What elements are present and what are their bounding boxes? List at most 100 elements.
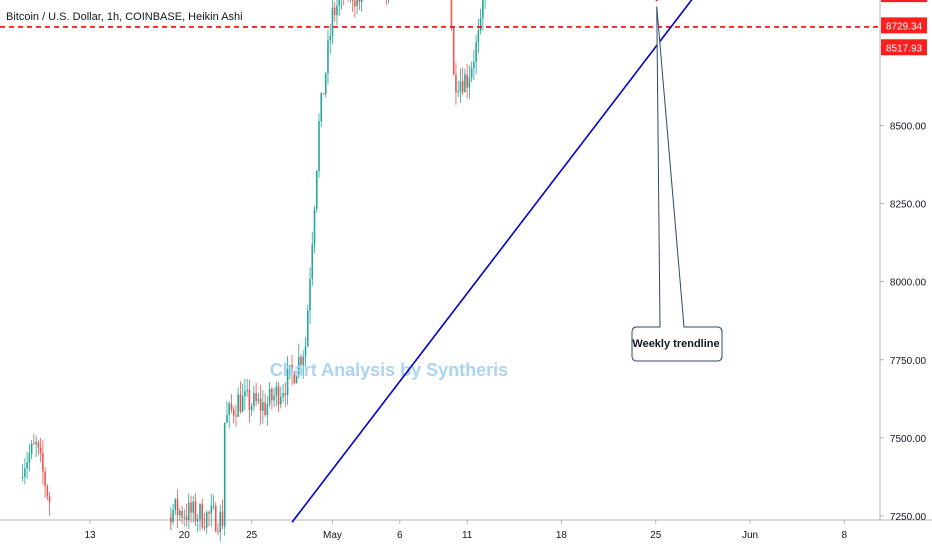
candle-body [212,505,215,507]
candle-body [482,0,484,19]
candle-body [284,393,287,396]
candle-body [473,62,475,68]
candle-body [217,531,219,533]
callout[interactable]: Weekly trendline [631,6,723,362]
price-tag-bg [881,39,927,56]
candle-body [309,278,311,311]
candle-body [475,42,477,63]
trendline-layer[interactable] [291,0,844,523]
candles [21,0,488,542]
candle-body [333,7,336,16]
candle-body [311,244,314,279]
callout-box [631,6,723,362]
candle-body [300,356,302,365]
candle-body [315,171,318,209]
candle-body [237,394,239,417]
candle-body [313,208,316,245]
candle-body [239,394,242,412]
candle-body [232,409,235,416]
x-tick-label: 11 [462,530,473,541]
candle-body [201,504,204,528]
candle-body [293,372,296,384]
candle-body [479,18,482,31]
candle-body [203,527,206,529]
candle-body [241,396,244,412]
candle-body [210,505,213,514]
candle-body [466,74,468,88]
candle-body [302,356,305,365]
candle-body [266,404,269,416]
candle-body [477,30,480,43]
candle-body [320,93,323,122]
candle-body [257,398,260,402]
candle-body [455,74,457,93]
candle-body [452,27,455,75]
candle-body [289,365,291,369]
candle-body [457,91,459,93]
candle-body [461,81,464,93]
candle-body [42,453,44,472]
horizontal-levels [0,26,880,28]
candle-body [192,501,195,513]
candle-body [208,512,210,514]
y-tick-label: 7250.00 [890,512,927,523]
candle-body [322,93,325,95]
candle-body [24,468,26,477]
chart-background [0,0,932,521]
candle-body [183,516,186,518]
candle-body [358,0,361,2]
candle-body [196,519,199,522]
candle-body [214,505,217,532]
x-tick-label: Jun [742,530,758,541]
price-tag-bg [881,0,927,3]
candle-body [338,0,340,6]
candle-body [327,40,329,74]
candle-body [275,386,278,396]
x-tick-label: 25 [650,530,662,541]
candle-body [199,504,201,520]
candle-body [356,0,358,7]
candle-body [468,77,471,88]
candle-body [262,402,264,411]
candle-body [297,356,300,376]
candle-body [304,346,307,357]
candle-body [295,375,298,384]
candle-body [219,511,222,532]
candle-body [360,0,363,2]
candle-body [324,73,327,95]
y-tick-label: 8250.00 [890,200,927,211]
candle-body [26,462,28,469]
price-tag-bg [881,17,927,34]
candle-body [185,516,188,520]
time-axis[interactable]: 13 20 25 May 6 11 18 25 Jun 8 [84,520,848,541]
x-tick-label: 13 [84,530,96,541]
candle-body [450,0,453,28]
candle-body [205,512,208,528]
candle-body [230,403,233,410]
candle-body [30,443,33,454]
candle-body [271,388,273,401]
candle-body [33,443,35,445]
callout-label: Weekly trendline [632,338,719,350]
y-tick-label: 7750.00 [890,356,927,367]
candle-body [329,36,332,41]
y-tick-label: 8500.00 [890,121,927,132]
y-tick-label: 8000.00 [890,278,927,289]
x-tick-label: 25 [246,530,258,541]
price-tag-label: 9046.00 [886,0,923,1]
candle-body [176,499,179,516]
candle-body [35,442,37,445]
y-tick-label: 7500.00 [890,434,927,445]
x-tick-label: 6 [397,530,403,541]
candle-body [318,121,320,172]
price-axis[interactable]: 7250.00 7500.00 7750.00 8000.00 8250.00 8500.… [880,0,929,523]
x-tick-label: 18 [556,530,568,541]
weekly-trendline[interactable] [291,0,844,523]
candle-body [223,422,226,523]
candle-body [280,396,282,405]
candle-body [255,393,257,402]
candle-body [268,388,271,405]
candle-body [44,471,46,487]
x-tick-label: May [323,530,342,541]
